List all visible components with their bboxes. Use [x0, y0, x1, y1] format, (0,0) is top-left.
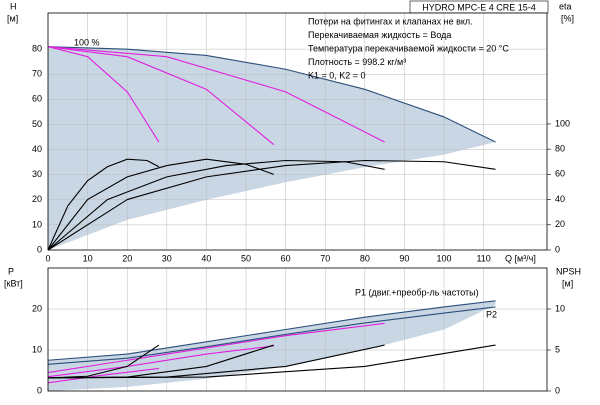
- y-tick-label: 70: [32, 69, 42, 79]
- x-tick-label: 40: [201, 253, 211, 263]
- x-label: Q [м³/ч]: [505, 253, 536, 263]
- note: K1 = 0, K2 = 0: [308, 70, 366, 80]
- curve: [47, 344, 160, 379]
- y-tick-label: 60: [32, 94, 42, 104]
- curve-label: P1 (двиг.+преобр-ль частоты): [355, 287, 479, 297]
- operating-area: [48, 46, 496, 250]
- y-tick-label: 20: [32, 194, 42, 204]
- y-label: P: [8, 266, 14, 276]
- curve: [47, 322, 385, 374]
- y2-tick-label: 0: [555, 244, 560, 254]
- y2-tick-label: 80: [555, 144, 565, 154]
- x-tick-label: 10: [83, 253, 93, 263]
- x-tick-label: 30: [162, 253, 172, 263]
- y-tick-label: 30: [32, 169, 42, 179]
- note: Температура перекачиваемой жидкости = 20…: [308, 43, 509, 53]
- y-tick-label: 20: [32, 303, 42, 313]
- y-tick-label: 50: [32, 119, 42, 129]
- curve: [47, 46, 385, 143]
- plot-frame: [47, 12, 548, 251]
- y-tick-label: 0: [37, 385, 42, 395]
- curve: [47, 306, 496, 365]
- y-tick-label: 0: [37, 244, 42, 254]
- note: Потери на фитингах и клапанах не вкл.: [308, 16, 473, 26]
- y-label: H: [10, 1, 17, 11]
- y2-tick-label: 20: [555, 219, 565, 229]
- y2-tick-label: 40: [555, 194, 565, 204]
- y-unit: [кВт]: [4, 278, 23, 288]
- y-tick-label: 10: [32, 219, 42, 229]
- y2-tick-label: 100: [555, 118, 570, 128]
- curve-label: P2: [486, 309, 497, 319]
- note: Плотность = 998.2 кг/м³: [308, 57, 406, 67]
- chart-title: HYDRO MPC-E 4 CRE 15-4: [422, 2, 536, 12]
- x-tick-label: 20: [122, 253, 132, 263]
- annotation: 100 %: [74, 37, 100, 47]
- y2-unit: [м]: [562, 278, 573, 288]
- curve: [47, 46, 275, 145]
- note: Перекачиваемая жидкость = Вода: [308, 30, 451, 40]
- plot-frame: [47, 267, 548, 392]
- curve: [47, 344, 496, 379]
- x-tick-label: 90: [399, 253, 409, 263]
- y2-unit: [%]: [561, 13, 574, 23]
- y-tick-label: 80: [32, 44, 42, 54]
- y2-label: NPSH: [556, 266, 581, 276]
- y2-label: eta: [559, 1, 572, 11]
- y2-tick-label: 0: [555, 385, 560, 395]
- y-unit: [м]: [7, 13, 18, 23]
- x-tick-label: 110: [476, 253, 490, 263]
- curve: [47, 345, 274, 378]
- x-tick-label: 50: [241, 253, 251, 263]
- curve: [47, 300, 496, 361]
- x-tick-label: 100: [437, 253, 452, 263]
- y2-tick-label: 5: [555, 344, 560, 354]
- curve: [47, 159, 496, 251]
- x-tick-label: 70: [320, 253, 330, 263]
- y2-tick-label: 60: [555, 169, 565, 179]
- curve: [47, 158, 160, 251]
- x-tick-label: 0: [45, 253, 50, 263]
- x-tick-label: 80: [360, 253, 370, 263]
- x-tick-label: 60: [281, 253, 291, 263]
- curve: [47, 46, 160, 143]
- y-tick-label: 40: [32, 144, 42, 154]
- y2-tick-label: 10: [555, 303, 565, 313]
- y-tick-label: 10: [32, 344, 42, 354]
- curve: [47, 46, 496, 143]
- curve: [47, 367, 159, 384]
